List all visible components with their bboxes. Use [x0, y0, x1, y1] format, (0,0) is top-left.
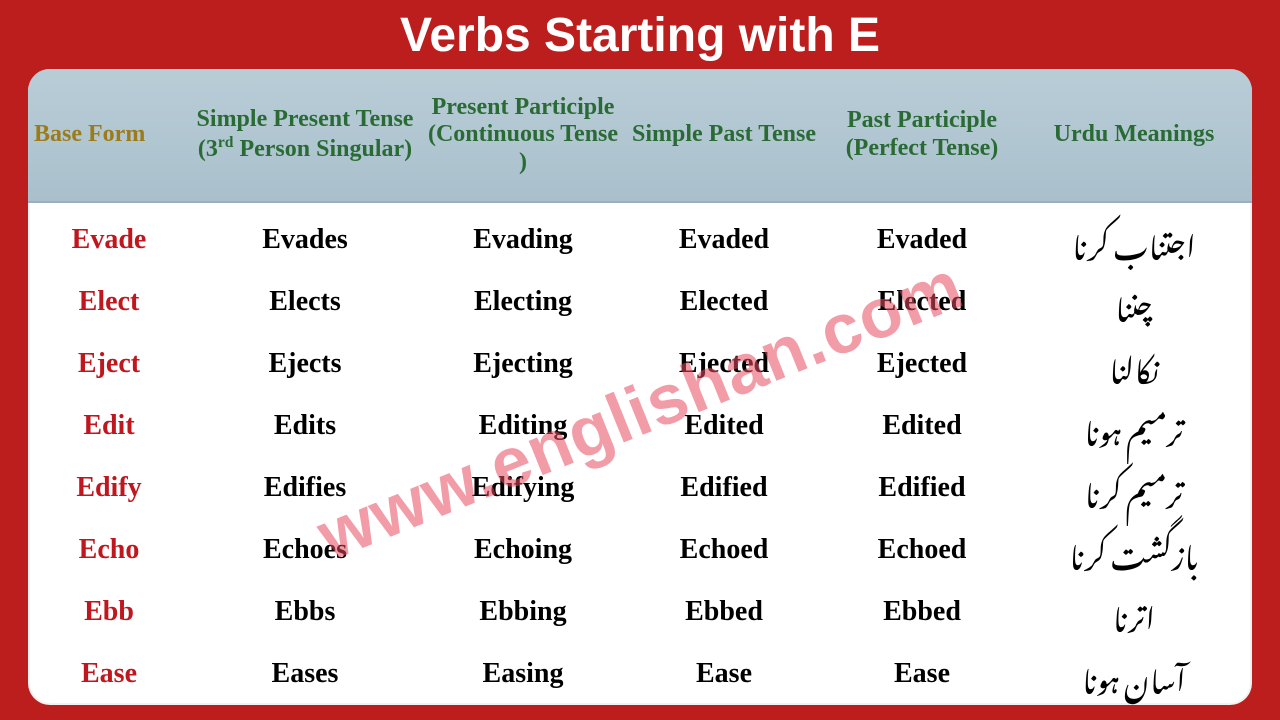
col-header-past-participle: Past Participle (Perfect Tense): [822, 101, 1022, 168]
cell-past: Ease: [626, 658, 822, 690]
table-row: EchoEchoesEchoingEchoedEchoedبازگشت کرنا: [28, 519, 1252, 581]
cell-urdu: آسان ہونا: [1022, 637, 1246, 706]
table-row: EdifyEdifiesEdifyingEdifiedEdifiedترمیم …: [28, 457, 1252, 519]
table-row: EditEditsEditingEditedEditedترمیم ہونا: [28, 395, 1252, 457]
cell-past: Evaded: [626, 224, 822, 256]
table-body: EvadeEvadesEvadingEvadedEvadedاجتناب کرن…: [28, 203, 1252, 705]
cell-base: Ebb: [28, 596, 190, 628]
cell-present: Evades: [190, 224, 420, 256]
cell-participle: Ebbing: [420, 596, 626, 628]
cell-past: Echoed: [626, 534, 822, 566]
cell-present: Edits: [190, 410, 420, 442]
table-row: ElectElectsElectingElectedElectedچننا: [28, 271, 1252, 333]
cell-base: Eject: [28, 348, 190, 380]
cell-present: Ejects: [190, 348, 420, 380]
verb-table-panel: Base Form Simple Present Tense(3rd Perso…: [28, 69, 1252, 705]
cell-base: Ease: [28, 658, 190, 690]
cell-present: Echoes: [190, 534, 420, 566]
cell-base: Elect: [28, 286, 190, 318]
cell-participle: Ejecting: [420, 348, 626, 380]
cell-present: Ebbs: [190, 596, 420, 628]
cell-participle: Easing: [420, 658, 626, 690]
cell-base: Echo: [28, 534, 190, 566]
table-header-row: Base Form Simple Present Tense(3rd Perso…: [28, 69, 1252, 203]
cell-past: Edified: [626, 472, 822, 504]
page-title: Verbs Starting with E: [0, 0, 1280, 69]
table-row: EvadeEvadesEvadingEvadedEvadedاجتناب کرن…: [28, 209, 1252, 271]
cell-present: Edifies: [190, 472, 420, 504]
cell-base: Evade: [28, 224, 190, 256]
cell-past_participle: Elected: [822, 286, 1022, 318]
col-header-urdu: Urdu Meanings: [1022, 115, 1246, 155]
table-row: EaseEasesEasingEaseEaseآسان ہونا: [28, 643, 1252, 705]
cell-present: Elects: [190, 286, 420, 318]
cell-participle: Edifying: [420, 472, 626, 504]
cell-past: Edited: [626, 410, 822, 442]
cell-past_participle: Edified: [822, 472, 1022, 504]
cell-past_participle: Ebbed: [822, 596, 1022, 628]
col-header-past: Simple Past Tense: [626, 115, 822, 155]
col-header-present: Simple Present Tense(3rd Person Singular…: [190, 100, 420, 169]
cell-participle: Evading: [420, 224, 626, 256]
cell-base: Edify: [28, 472, 190, 504]
cell-present: Eases: [190, 658, 420, 690]
cell-base: Edit: [28, 410, 190, 442]
cell-participle: Electing: [420, 286, 626, 318]
cell-participle: Editing: [420, 410, 626, 442]
col-header-participle: Present Participle (Continuous Tense ): [420, 88, 626, 183]
cell-past_participle: Ease: [822, 658, 1022, 690]
cell-past: Ebbed: [626, 596, 822, 628]
cell-past: Ejected: [626, 348, 822, 380]
cell-participle: Echoing: [420, 534, 626, 566]
col-header-base: Base Form: [28, 115, 190, 155]
table-row: EjectEjectsEjectingEjectedEjectedنکالنا: [28, 333, 1252, 395]
cell-past_participle: Echoed: [822, 534, 1022, 566]
cell-past_participle: Ejected: [822, 348, 1022, 380]
table-row: EbbEbbsEbbingEbbedEbbedاترنا: [28, 581, 1252, 643]
cell-past_participle: Edited: [822, 410, 1022, 442]
cell-past_participle: Evaded: [822, 224, 1022, 256]
cell-past: Elected: [626, 286, 822, 318]
